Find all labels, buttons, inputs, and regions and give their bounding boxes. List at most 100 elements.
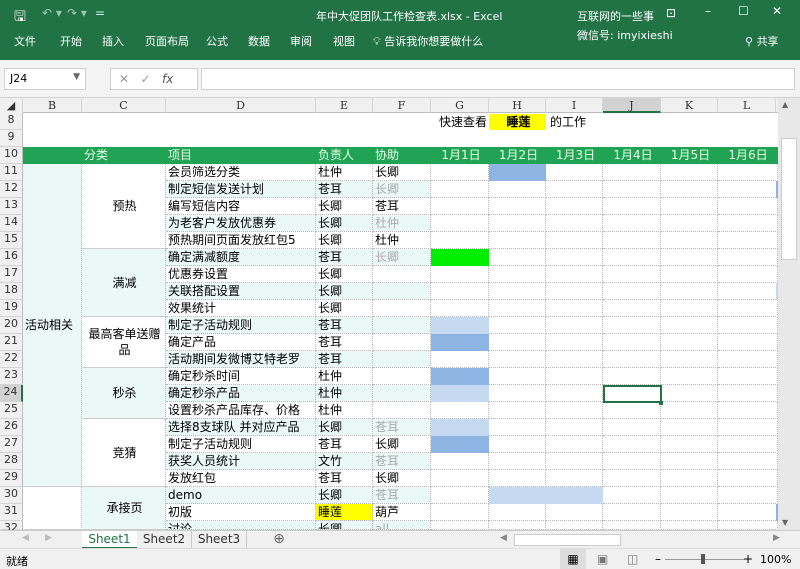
filled-cell-G21[interactable] (431, 334, 489, 351)
cell-J15[interactable] (603, 232, 661, 249)
cell-K19[interactable] (661, 300, 718, 317)
row-header-28[interactable]: 28 (0, 453, 23, 470)
item-cell[interactable]: 制定短信发送计划 (166, 181, 316, 198)
row-header-9[interactable]: 9 (0, 130, 23, 147)
owner-cell[interactable]: 长卿 (316, 521, 373, 530)
item-cell[interactable]: 制定子活动规则 (166, 436, 316, 453)
cell-J27[interactable] (603, 436, 661, 453)
cell-L16[interactable] (718, 249, 778, 266)
cell-I28[interactable] (546, 453, 603, 470)
zoom-out-button[interactable]: – (655, 552, 661, 566)
tell-me-box[interactable]: 💡︎ 告诉我你想要做什么 (373, 33, 483, 49)
cell-H32[interactable] (489, 521, 546, 530)
column-header-D[interactable]: D (166, 98, 316, 113)
assist-cell[interactable]: all (373, 521, 431, 530)
column-header-B[interactable]: B (23, 98, 82, 113)
item-cell[interactable]: 选择8支球队 并对应产品 (166, 419, 316, 436)
customize-qat-icon[interactable]: = (95, 6, 106, 20)
assist-cell[interactable]: 苍耳 (373, 487, 431, 504)
ribbon-tab[interactable]: 审阅 (290, 35, 312, 48)
row-header-15[interactable]: 15 (0, 232, 23, 249)
item-cell[interactable]: 编写短信内容 (166, 198, 316, 215)
cell-H29[interactable] (489, 470, 546, 487)
cell-L24[interactable] (718, 385, 778, 402)
cell-K14[interactable] (661, 215, 718, 232)
cell-J28[interactable] (603, 453, 661, 470)
cell-L22[interactable] (718, 351, 778, 368)
owner-cell[interactable]: 长卿 (316, 487, 373, 504)
item-cell[interactable]: 预热期间页面发放红包5 (166, 232, 316, 249)
cell-J30[interactable] (603, 487, 661, 504)
cell-H23[interactable] (489, 368, 546, 385)
assist-cell[interactable] (373, 351, 431, 368)
sheet-tab-sheet1[interactable]: Sheet1 (82, 531, 137, 549)
cell-I23[interactable] (546, 368, 603, 385)
cell-L32[interactable] (718, 521, 778, 530)
cell-L31[interactable] (718, 504, 778, 521)
cell-L27[interactable] (718, 436, 778, 453)
cell-I20[interactable] (546, 317, 603, 334)
cell-L26[interactable] (718, 419, 778, 436)
item-cell[interactable]: 效果统计 (166, 300, 316, 317)
save-icon[interactable]: 🖫 (14, 9, 26, 25)
filled-cell-H30[interactable] (489, 487, 546, 504)
cell-I32[interactable] (546, 521, 603, 530)
cell-G12[interactable] (431, 181, 489, 198)
row-header-12[interactable]: 12 (0, 181, 23, 198)
cell-H31[interactable] (489, 504, 546, 521)
cell-G30[interactable] (431, 487, 489, 504)
cell-G14[interactable] (431, 215, 489, 232)
filled-cell-L12[interactable] (776, 181, 779, 198)
row-header-22[interactable]: 22 (0, 351, 23, 368)
filled-cell-H11[interactable] (489, 164, 546, 181)
cell-H12[interactable] (489, 181, 546, 198)
select-all-button[interactable]: ◢ (0, 98, 23, 113)
owner-cell[interactable]: 苍耳 (316, 436, 373, 453)
owner-cell[interactable]: 文竹 (316, 453, 373, 470)
owner-cell[interactable]: 睡莲 (316, 504, 373, 521)
close-button[interactable]: ✕ (772, 4, 783, 18)
column-header-F[interactable]: F (373, 98, 431, 113)
cell-J32[interactable] (603, 521, 661, 530)
cell-I18[interactable] (546, 283, 603, 300)
cell-G31[interactable] (431, 504, 489, 521)
cell-I12[interactable] (546, 181, 603, 198)
assist-cell[interactable]: 苍耳 (373, 453, 431, 470)
cell-L30[interactable] (718, 487, 778, 504)
cell-H25[interactable] (489, 402, 546, 419)
zoom-slider[interactable] (665, 559, 745, 560)
cell-H19[interactable] (489, 300, 546, 317)
cell-J19[interactable] (603, 300, 661, 317)
owner-cell[interactable]: 长卿 (316, 232, 373, 249)
owner-cell[interactable]: 长卿 (316, 300, 373, 317)
item-cell[interactable]: 确定秒杀产品 (166, 385, 316, 402)
column-header-I[interactable]: I (546, 98, 603, 113)
column-header-H[interactable]: H (489, 98, 546, 113)
ribbon-tab[interactable]: 插入 (102, 35, 124, 48)
cell-H20[interactable] (489, 317, 546, 334)
cell-L28[interactable] (718, 453, 778, 470)
row-header-21[interactable]: 21 (0, 334, 23, 351)
owner-cell[interactable]: 长卿 (316, 266, 373, 283)
cell-I31[interactable] (546, 504, 603, 521)
fill-handle[interactable] (659, 401, 663, 405)
ribbon-tab[interactable]: 开始 (60, 35, 82, 48)
cell-K29[interactable] (661, 470, 718, 487)
ribbon-display-icon[interactable]: ⊡ (666, 6, 677, 20)
ribbon-tab[interactable]: 数据 (248, 35, 270, 48)
cell-I24[interactable] (546, 385, 603, 402)
cell-K32[interactable] (661, 521, 718, 530)
row-header-20[interactable]: 20 (0, 317, 23, 334)
sheet-tab-sheet2[interactable]: Sheet2 (137, 531, 192, 549)
cell-H21[interactable] (489, 334, 546, 351)
cell-K30[interactable] (661, 487, 718, 504)
item-cell[interactable]: 确定秒杀时间 (166, 368, 316, 385)
column-header-C[interactable]: C (82, 98, 166, 113)
scroll-up-icon[interactable]: ▲ (782, 100, 789, 109)
column-header-E[interactable]: E (316, 98, 373, 113)
cell-H22[interactable] (489, 351, 546, 368)
filled-cell-I30[interactable] (546, 487, 603, 504)
column-header-L[interactable]: L (718, 98, 776, 113)
cell-K15[interactable] (661, 232, 718, 249)
row-header-29[interactable]: 29 (0, 470, 23, 487)
